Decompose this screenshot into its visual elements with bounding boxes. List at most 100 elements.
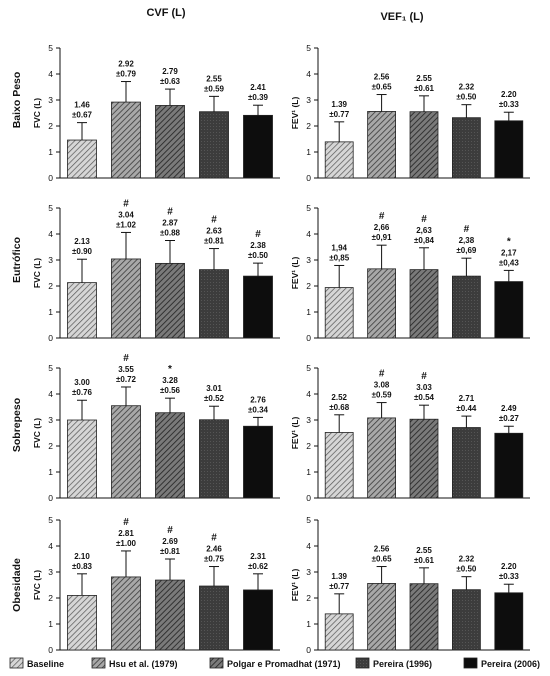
bar	[243, 589, 273, 651]
y-tick-label: 5	[48, 363, 53, 373]
y-axis-label: FVC (L)	[32, 98, 42, 128]
sd-label: ±0,43	[499, 258, 520, 267]
bar	[409, 583, 439, 651]
legend-swatch	[91, 657, 106, 669]
significance-mark: #	[379, 369, 385, 380]
y-axis-label: FEV¹ (L)	[290, 97, 300, 130]
value-label: 1.46	[74, 101, 90, 110]
legend-swatch	[355, 657, 370, 669]
bar	[367, 417, 396, 499]
y-axis-label: FVC (L)	[32, 570, 42, 600]
column-title-vef: VEF₁ (L)	[380, 11, 423, 23]
y-tick-label: 3	[306, 567, 311, 577]
value-label: 2.38	[250, 241, 266, 250]
y-tick-label: 4	[306, 229, 311, 239]
y-tick-label: 5	[306, 43, 311, 53]
y-axis-label: FEV¹ (L)	[290, 417, 300, 450]
bar	[111, 576, 141, 651]
sd-label: ±0.81	[160, 547, 181, 556]
legend: Baseline Hsu et al. (1979) Polgar e Promad…	[9, 657, 540, 669]
significance-mark: #	[421, 214, 427, 225]
sd-label: ±0.50	[248, 251, 269, 260]
y-tick-label: 5	[48, 203, 53, 213]
sd-label: ±0.62	[248, 562, 269, 571]
bar	[199, 585, 229, 651]
y-axis-label: FVC (L)	[32, 258, 42, 288]
y-tick-label: 2	[48, 593, 53, 603]
bar	[324, 613, 354, 651]
significance-mark: #	[211, 533, 217, 544]
bar	[324, 432, 354, 499]
value-label: 1.39	[331, 100, 347, 109]
significance-mark: *	[507, 236, 511, 247]
bar	[409, 418, 439, 499]
bar	[243, 114, 273, 179]
bar	[367, 583, 396, 651]
bar	[111, 405, 141, 499]
y-tick-label: 0	[48, 333, 53, 343]
value-label: 2.20	[501, 562, 517, 571]
value-label: 2.55	[206, 74, 222, 83]
value-label: 2,63	[416, 226, 432, 235]
y-tick-label: 3	[48, 567, 53, 577]
bar	[243, 425, 273, 499]
legend-label: Pereira (2006)	[481, 659, 540, 669]
value-label: 3.03	[416, 383, 432, 392]
value-label: 2.49	[501, 404, 517, 413]
y-tick-label: 0	[48, 645, 53, 655]
y-tick-label: 1	[48, 619, 53, 629]
value-label: 2.55	[416, 74, 432, 83]
y-tick-label: 1	[306, 307, 311, 317]
value-label: 3.08	[374, 381, 390, 390]
significance-mark: *	[168, 364, 172, 375]
sd-label: ±0.68	[329, 403, 350, 412]
value-label: 2.63	[206, 227, 222, 236]
bar	[452, 275, 481, 339]
significance-mark: #	[211, 215, 217, 226]
value-label: 2.56	[374, 73, 390, 82]
value-label: 1,94	[331, 243, 347, 252]
bar	[452, 589, 481, 651]
significance-mark: #	[464, 224, 470, 235]
y-tick-label: 5	[48, 515, 53, 525]
y-tick-label: 3	[48, 415, 53, 425]
significance-mark: #	[167, 525, 173, 536]
value-label: 2.55	[416, 546, 432, 555]
bar	[409, 111, 439, 179]
bar	[199, 269, 229, 339]
sd-label: ±0.61	[414, 556, 435, 565]
sd-label: ±1.02	[116, 220, 137, 229]
bar	[67, 282, 97, 339]
bar	[111, 101, 141, 179]
y-tick-label: 4	[306, 389, 311, 399]
y-tick-label: 2	[48, 121, 53, 131]
bar	[367, 268, 396, 339]
bar	[155, 262, 185, 339]
value-label: 2,17	[501, 248, 517, 257]
legend-swatch	[463, 657, 478, 669]
sd-label: ±0.79	[116, 70, 137, 79]
legend-label: Hsu et al. (1979)	[109, 659, 178, 669]
sd-label: ±0.72	[116, 375, 137, 384]
row-label-eutrofico: Eutrófico	[11, 237, 23, 283]
bar	[324, 141, 354, 179]
y-tick-label: 1	[306, 467, 311, 477]
significance-mark: #	[123, 198, 129, 209]
sd-label: ±0.33	[499, 572, 520, 581]
y-axis-label: FVC (L)	[32, 418, 42, 448]
y-tick-label: 1	[48, 307, 53, 317]
sd-label: ±0.88	[160, 229, 181, 238]
significance-mark: #	[167, 207, 173, 218]
legend-label: Baseline	[27, 659, 64, 669]
sd-label: ±0.77	[329, 582, 350, 591]
y-tick-label: 0	[306, 645, 311, 655]
sd-label: ±0.34	[248, 405, 269, 414]
significance-mark: #	[123, 353, 129, 364]
value-label: 2.41	[250, 83, 266, 92]
chart-panel: 0 1 2 3 4 5 FEV¹ (L) ±0.771.39 ±0.652.56 ±0.612.5…	[290, 515, 530, 655]
bar	[199, 111, 229, 179]
y-tick-label: 2	[48, 441, 53, 451]
sd-label: ±0.52	[204, 394, 225, 403]
